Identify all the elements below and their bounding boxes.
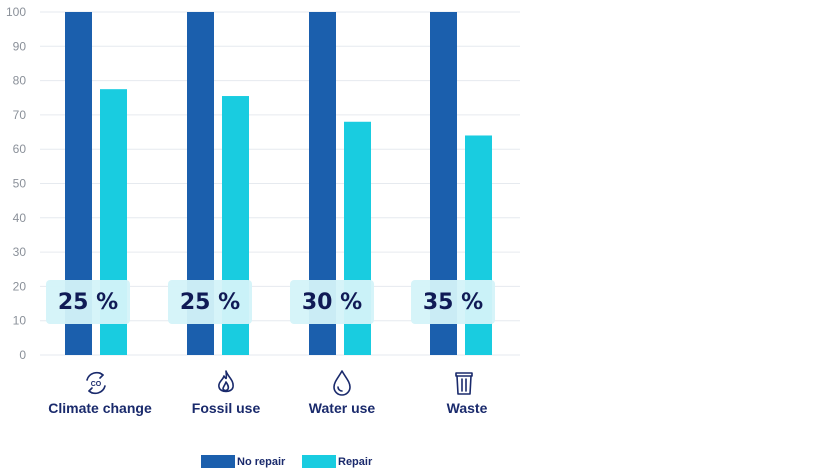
y-tick-label: 40 <box>13 211 27 225</box>
x-axis-categories: CO Climate change Fossil use Water use Waste <box>48 370 488 416</box>
y-tick-label: 30 <box>13 245 27 259</box>
co2-cycle-icon: CO <box>86 371 106 395</box>
bin-body <box>456 375 472 395</box>
reduction-badge <box>290 280 374 324</box>
bin-lid <box>455 372 473 377</box>
reduction-badge <box>46 280 130 324</box>
legend-label: No repair <box>237 456 286 468</box>
reduction-badge <box>411 280 495 324</box>
water-drop-icon <box>333 370 351 396</box>
category-label: Waste <box>447 400 488 416</box>
y-tick-label: 100 <box>6 5 26 19</box>
legend-swatch <box>201 455 235 468</box>
category-label: Climate change <box>48 400 152 416</box>
y-tick-label: 10 <box>13 314 27 328</box>
reduction-label: 25 % <box>180 290 240 315</box>
arrow-head <box>88 387 93 394</box>
category-label: Fossil use <box>192 400 261 416</box>
legend-label: Repair <box>338 456 373 468</box>
y-tick-label: 80 <box>13 74 27 88</box>
category-label: Water use <box>309 400 376 416</box>
reduction-label: 30 % <box>302 290 362 315</box>
flame-outer <box>218 370 234 393</box>
reduction-badge <box>168 280 252 324</box>
y-axis-ticks: 0 10 20 30 40 50 60 70 80 90 100 <box>6 5 26 362</box>
y-tick-label: 0 <box>19 348 26 362</box>
reduction-label: 25 % <box>58 290 118 315</box>
co2-glyph: CO <box>91 381 102 388</box>
legend-swatch <box>302 455 336 468</box>
flame-icon <box>218 370 234 393</box>
trash-bin-icon <box>455 372 473 395</box>
legend: No repair Repair <box>201 455 373 468</box>
reduction-label: 35 % <box>423 290 483 315</box>
flame-inner <box>222 381 230 392</box>
drop-outline <box>333 370 351 396</box>
reduction-annotations: 25 % 25 % 30 % 35 % <box>46 280 495 324</box>
y-tick-label: 20 <box>13 279 27 293</box>
y-tick-label: 50 <box>13 177 27 191</box>
drop-shine <box>337 386 343 392</box>
y-tick-label: 70 <box>13 108 27 122</box>
arrow-head <box>99 372 104 379</box>
y-tick-label: 90 <box>13 39 27 53</box>
y-tick-label: 60 <box>13 142 27 156</box>
